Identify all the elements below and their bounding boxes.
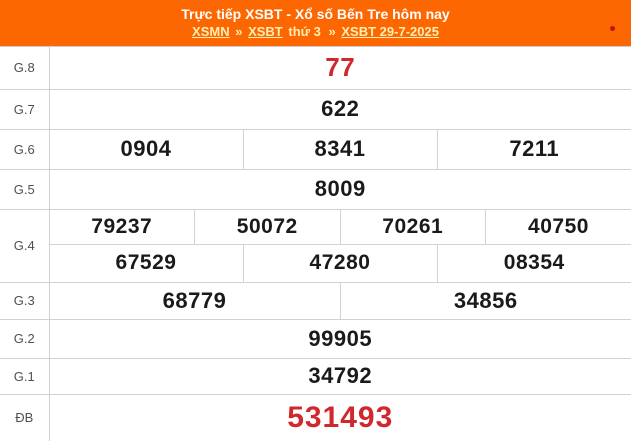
prize-value-g4-0-2: 70261 — [340, 209, 486, 244]
prize-value-g2-0-0: 99905 — [49, 319, 631, 358]
prize-label-db: ĐB — [0, 394, 49, 441]
prize-value-g4-1-2: 08354 — [437, 244, 631, 282]
breadcrumb-separator: » — [329, 24, 336, 39]
prize-label-g8: G.8 — [0, 47, 49, 89]
breadcrumb-separator: » — [235, 24, 242, 39]
prize-value-g6-0-1: 8341 — [243, 129, 437, 169]
header: Trực tiếp XSBT - Xổ số Bến Tre hôm nay X… — [0, 0, 631, 46]
breadcrumb-link[interactable]: XSBT — [248, 24, 283, 39]
prize-label-g7: G.7 — [0, 89, 49, 129]
prize-value-g7-0-0: 622 — [49, 89, 631, 129]
prize-label-g3: G.3 — [0, 282, 49, 319]
prize-value-g5-0-0: 8009 — [49, 169, 631, 209]
prize-value-g3-0-1: 34856 — [340, 282, 631, 319]
breadcrumb-link[interactable]: XSMN — [192, 24, 230, 39]
prize-value-g6-0-2: 7211 — [437, 129, 631, 169]
prize-value-g4-0-0: 79237 — [49, 209, 195, 244]
breadcrumb: XSMN » XSBT thứ 3 » XSBT 29-7-2025 — [0, 23, 631, 41]
prize-label-g5: G.5 — [0, 169, 49, 209]
prize-value-g6-0-0: 0904 — [49, 129, 243, 169]
prize-label-g1: G.1 — [0, 358, 49, 394]
prize-label-g6: G.6 — [0, 129, 49, 169]
prize-value-g4-0-3: 40750 — [486, 209, 631, 244]
prize-value-g4-1-1: 47280 — [243, 244, 437, 282]
page-title: Trực tiếp XSBT - Xổ số Bến Tre hôm nay — [0, 5, 631, 23]
live-indicator-dot — [610, 26, 615, 31]
prize-label-g4: G.4 — [0, 209, 49, 282]
prize-value-g4-1-0: 67529 — [49, 244, 243, 282]
prize-label-g2: G.2 — [0, 319, 49, 358]
prize-value-db-0-0: 531493 — [49, 394, 631, 441]
prize-value-g4-0-1: 50072 — [195, 209, 341, 244]
breadcrumb-text: thứ 3 — [288, 24, 321, 39]
prize-value-g3-0-0: 68779 — [49, 282, 340, 319]
breadcrumb-link[interactable]: XSBT 29-7-2025 — [341, 24, 439, 39]
prize-value-g8-0-0: 77 — [49, 47, 631, 89]
prize-value-g1-0-0: 34792 — [49, 358, 631, 394]
